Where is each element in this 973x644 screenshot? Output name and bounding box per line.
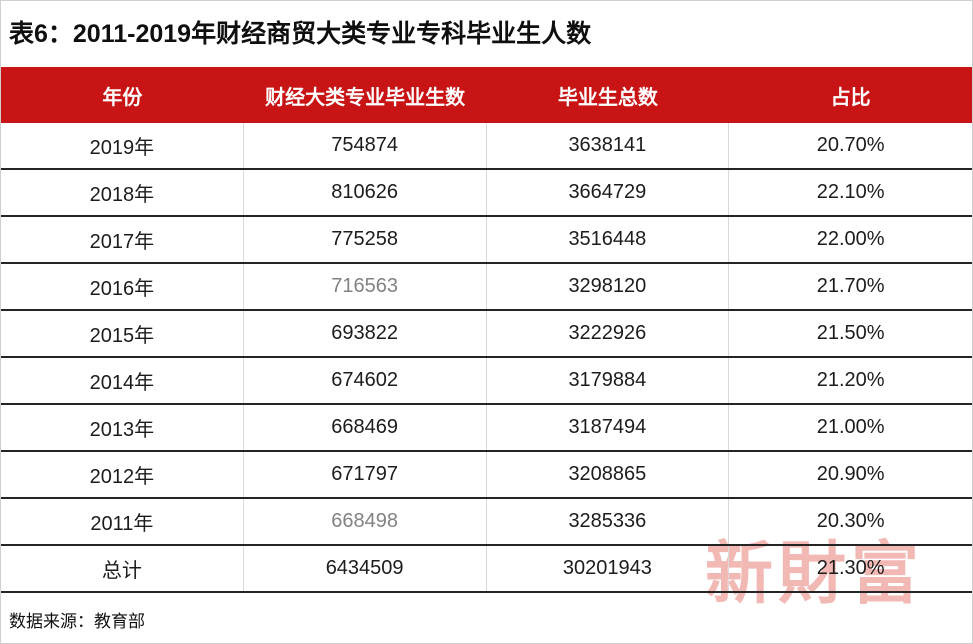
cell-total-graduates: 3298120 — [487, 264, 730, 309]
cell-year: 2014年 — [1, 358, 244, 403]
cell-finance-graduates: 668469 — [244, 405, 487, 450]
cell-ratio: 20.90% — [816, 463, 885, 485]
cell-year: 2012年 — [1, 452, 244, 497]
table-title: 表6：2011-2019年财经商贸大类专业专科毕业生人数 — [9, 20, 592, 48]
cell-total-graduates: 3285336 — [487, 499, 730, 544]
cell-year: 2019年 — [1, 123, 244, 168]
cell-ratio: 21.30% — [816, 557, 885, 579]
cell-finance-graduates: 671797 — [244, 452, 487, 497]
cell-year: 2018年 — [1, 170, 244, 215]
column-header-total-graduates: 毕业生总数 — [557, 86, 658, 109]
cell-ratio: 21.50% — [816, 322, 885, 344]
table-row: 2015年 693822 3222926 21.50% — [1, 311, 972, 358]
cell-total-graduates: 3664729 — [487, 170, 730, 215]
table-row: 2012年 671797 3208865 20.90% — [1, 452, 972, 499]
table-row: 2013年 668469 3187494 21.00% — [1, 405, 972, 452]
cell-ratio: 21.00% — [816, 416, 885, 438]
cell-total-graduates: 3208865 — [487, 452, 730, 497]
cell-total-graduates: 30201943 — [487, 546, 730, 591]
cell-finance-graduates: 754874 — [244, 123, 487, 168]
table-row: 2011年 668498 3285336 20.30% — [1, 499, 972, 546]
table-row-total: 总计 6434509 30201943 21.30% — [1, 546, 972, 593]
cell-total-graduates: 3222926 — [487, 311, 730, 356]
table-row: 2016年 716563 3298120 21.70% — [1, 264, 972, 311]
column-header-ratio: 占比 — [830, 86, 871, 109]
cell-ratio: 21.70% — [816, 275, 885, 297]
cell-year: 总计 — [1, 546, 244, 591]
cell-finance-graduates: 668498 — [244, 499, 487, 544]
cell-ratio: 20.70% — [816, 134, 885, 156]
cell-ratio: 21.20% — [816, 369, 885, 391]
cell-total-graduates: 3187494 — [487, 405, 730, 450]
cell-finance-graduates: 775258 — [244, 217, 487, 262]
data-source-note: 数据来源：教育部 — [9, 612, 145, 631]
table-row: 2018年 810626 3664729 22.10% — [1, 170, 972, 217]
column-header-year: 年份 — [102, 86, 143, 109]
cell-total-graduates: 3179884 — [487, 358, 730, 403]
cell-total-graduates: 3516448 — [487, 217, 730, 262]
cell-year: 2013年 — [1, 405, 244, 450]
table-row: 2014年 674602 3179884 21.20% — [1, 358, 972, 405]
cell-finance-graduates: 716563 — [244, 264, 487, 309]
cell-ratio: 22.10% — [816, 181, 885, 203]
cell-year: 2011年 — [1, 499, 244, 544]
cell-finance-graduates: 674602 — [244, 358, 487, 403]
column-header-finance-graduates: 财经大类专业毕业生数 — [265, 86, 466, 109]
new-fortune-watermark: 新財富 — [705, 536, 925, 612]
cell-ratio: 20.30% — [816, 510, 885, 532]
table-header-row: 年份 财经大类专业毕业生数 毕业生总数 占比 — [1, 67, 972, 123]
cell-year: 2016年 — [1, 264, 244, 309]
cell-year: 2015年 — [1, 311, 244, 356]
cell-total-graduates: 3638141 — [487, 123, 730, 168]
cell-year: 2017年 — [1, 217, 244, 262]
table-row: 2019年 754874 3638141 20.70% — [1, 123, 972, 170]
table-row: 2017年 775258 3516448 22.00% — [1, 217, 972, 264]
cell-finance-graduates: 6434509 — [244, 546, 487, 591]
table-body: 2019年 754874 3638141 20.70% 2018年 810626… — [1, 123, 972, 593]
cell-ratio: 22.00% — [816, 228, 885, 250]
cell-finance-graduates: 810626 — [244, 170, 487, 215]
cell-finance-graduates: 693822 — [244, 311, 487, 356]
